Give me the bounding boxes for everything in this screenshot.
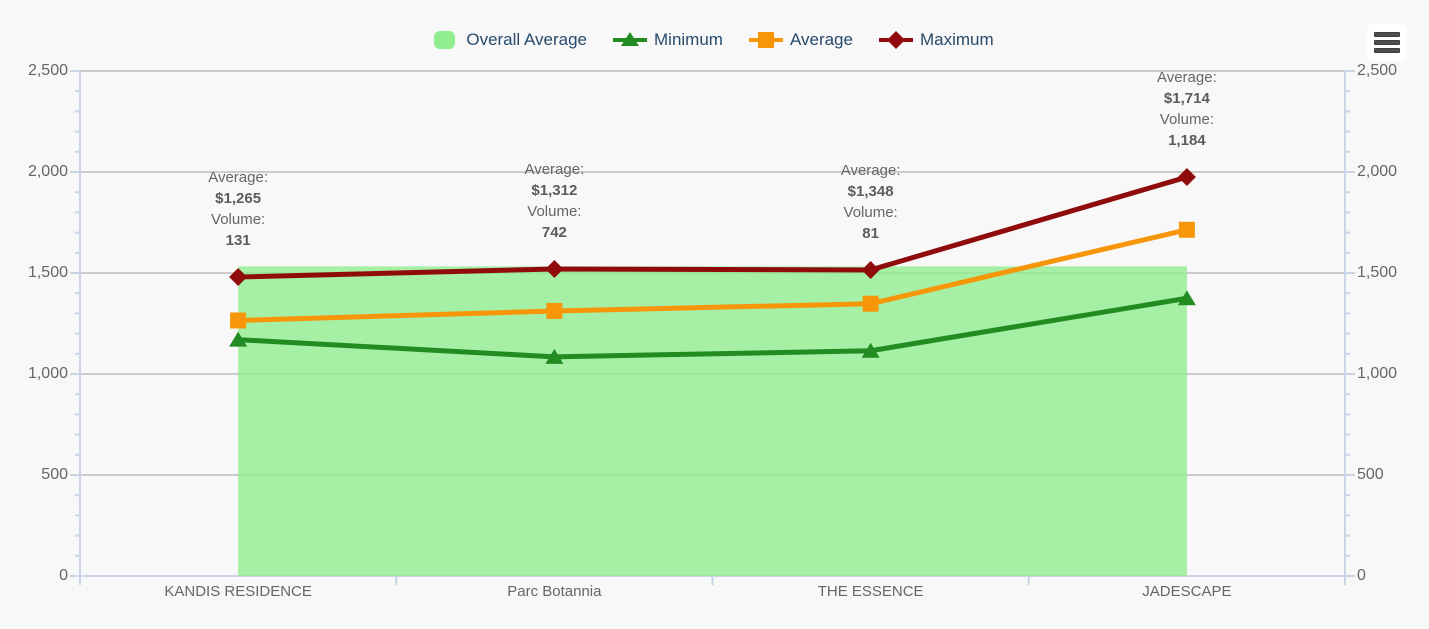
x-axis-label: KANDIS RESIDENCE: [164, 583, 312, 600]
y-axis-label-right: 500: [1357, 466, 1384, 483]
legend-item-average[interactable]: Average: [748, 30, 853, 50]
hamburger-menu-icon: [1374, 32, 1400, 37]
annotation-label: Average:: [1156, 69, 1217, 87]
diamond-marker: [545, 259, 564, 278]
y-axis-label-right: 1,500: [1357, 264, 1398, 281]
x-axis-label: Parc Botannia: [507, 583, 602, 600]
series-minimum-line: [235, 295, 1190, 360]
annotation-value: $1,312: [531, 181, 578, 199]
triangle-marker: [1177, 290, 1196, 306]
annotation-value: 742: [541, 223, 567, 241]
chart-context-menu-button[interactable]: [1367, 24, 1407, 61]
y-axis-label-left: 2,000: [27, 163, 68, 180]
y-axis-label-left: 0: [59, 567, 68, 584]
square-marker: [1178, 221, 1195, 238]
legend-label: Minimum: [654, 30, 723, 49]
legend: Overall Average Minimum Average Maximum: [80, 30, 1345, 50]
triangle-marker: [861, 342, 880, 358]
y-axis-label-left: 1,000: [27, 365, 68, 382]
legend-label: Overall Average: [466, 30, 587, 49]
legend-diamond-icon: [878, 31, 913, 49]
x-axis-label: THE ESSENCE: [817, 583, 924, 600]
annotation-label: Volume:: [843, 203, 898, 221]
series-maximum-line: [235, 174, 1190, 280]
point-annotation: Average: $1,348 Volume: 81: [786, 160, 956, 244]
annotation-value: 1,184: [1168, 132, 1206, 150]
legend-triangle-icon: [613, 32, 647, 46]
legend-label: Average: [789, 30, 853, 49]
annotation-label: Volume:: [211, 211, 266, 229]
annotation-label: Average:: [208, 169, 268, 187]
diamond-marker: [861, 260, 880, 279]
point-annotation: Average: $1,265 Volume: 131: [153, 167, 323, 251]
legend-item-minimum[interactable]: Minimum: [613, 30, 723, 50]
annotation-label: Average:: [524, 160, 585, 178]
annotation-value: $1,348: [847, 182, 894, 200]
annotation-label: Volume:: [1159, 111, 1214, 129]
x-axis-label: JADESCAPE: [1142, 583, 1232, 600]
point-annotation: Average: $1,312 Volume: 742: [469, 159, 639, 243]
series-overall-average-band: [238, 266, 1187, 576]
legend-swatch-icon: [434, 31, 456, 49]
annotation-value: $1,714: [1163, 90, 1210, 108]
legend-item-overall-average[interactable]: Overall Average: [431, 30, 587, 50]
y-axis-label-left: 1,500: [27, 264, 68, 281]
annotation-label: Average:: [840, 161, 901, 179]
legend-label: Maximum: [919, 30, 994, 49]
y-axis-label-right: 0: [1357, 567, 1366, 584]
annotation-value: $1,265: [215, 190, 262, 208]
y-axis-label-left: 2,500: [27, 62, 68, 79]
square-marker: [862, 295, 879, 312]
square-marker: [230, 312, 247, 329]
y-axis-label-right: 2,000: [1357, 163, 1398, 180]
legend-square-icon: [748, 32, 783, 48]
annotation-value: 131: [225, 232, 251, 250]
diamond-marker: [1177, 168, 1196, 187]
legend-item-maximum[interactable]: Maximum: [878, 30, 994, 50]
y-axis-label-right: 1,000: [1357, 365, 1398, 382]
triangle-marker: [229, 331, 248, 347]
hamburger-menu-icon: [1374, 48, 1400, 53]
y-axis-label-right: 2,500: [1357, 62, 1398, 79]
annotation-value: 81: [862, 224, 879, 242]
annotation-label: Volume:: [527, 202, 582, 220]
square-marker: [546, 302, 563, 319]
series-average-line: [235, 227, 1190, 323]
triangle-marker: [545, 348, 564, 364]
point-annotation: Average: $1,714 Volume: 1,184: [1102, 67, 1272, 151]
hamburger-menu-icon: [1374, 40, 1400, 45]
diamond-marker: [229, 268, 248, 287]
y-axis-label-left: 500: [41, 466, 68, 483]
